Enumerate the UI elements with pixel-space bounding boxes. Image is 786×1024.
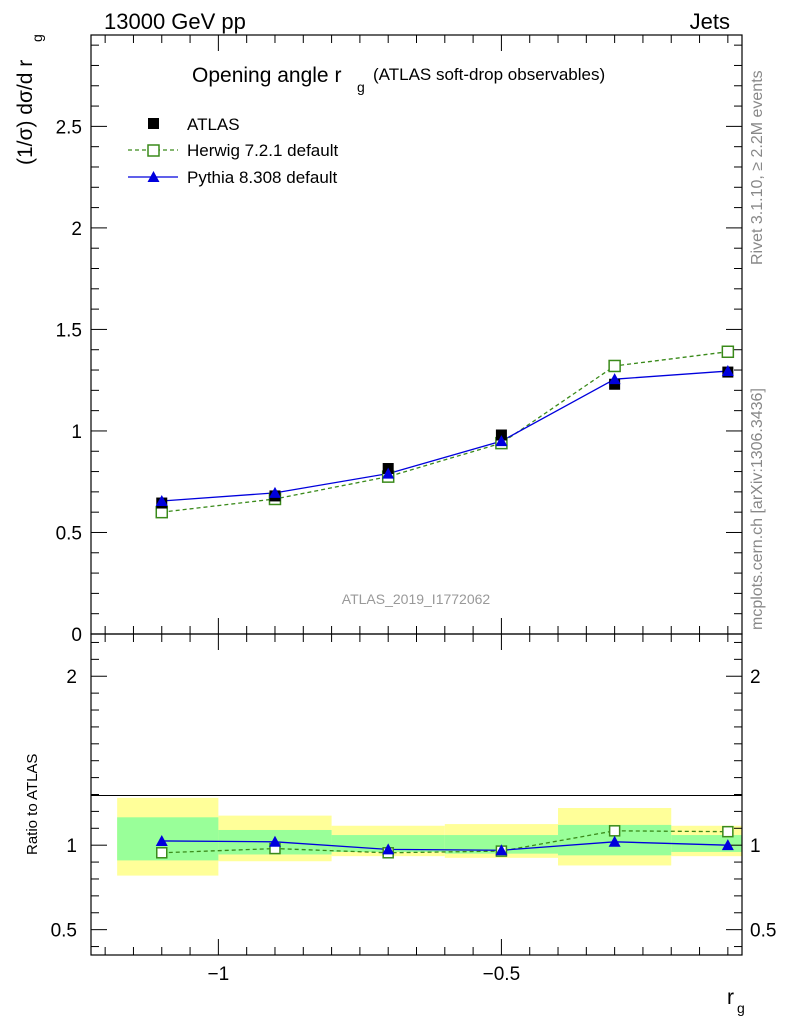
chart-title-subscript: g [357,79,365,95]
atlas-data-point [495,429,507,441]
pythia-data-point [495,435,508,447]
legend-marker-pythia [147,171,160,182]
analysis-label: ATLAS_2019_I1772062 [342,591,491,607]
ratio-pythia-point [721,839,734,851]
herwig-data-point [721,345,735,359]
ratio-inner-band [117,817,219,861]
main-y-tick-label: 2 [71,219,82,240]
ratio-pythia-point [382,843,395,855]
legend-label-herwig: Herwig 7.2.1 default [187,141,338,160]
main-axis-ticks: 0 0.5 1 1.5 2 2.5 [56,35,742,646]
ratio-pythia-point [155,834,168,846]
pythia-data-point [155,495,168,507]
x-tick-label: −1 [208,964,230,985]
chart-title-suffix: (ATLAS soft-drop observables) [373,65,605,84]
herwig-data-point [608,359,621,373]
main-line-2 [161,370,728,502]
ratio-line-0 [161,830,728,854]
ratio-y-tick-label-right: 0.5 [750,921,776,942]
main-y-tick-label: 1 [71,422,82,443]
legend: ATLAS Herwig 7.2.1 default Pythia 8.308 … [128,115,338,187]
ratio-pythia-point [608,835,621,847]
ratio-plot-frame [90,633,743,956]
mcplots-label: mcplots.cern.ch [arXiv:1306.3436] [749,388,766,630]
x-tick-label: −0.5 [483,964,521,985]
ratio-pythia-point [268,835,281,847]
main-y-axis-label-subscript: g [29,34,45,42]
ratio-y-tick-label: 0.5 [51,921,77,942]
rivet-label: Rivet 3.1.10, ≥ 2.2M events [749,70,766,265]
process-label: Jets [690,9,730,34]
ratio-y-axis-label: Ratio to ATLAS [24,754,41,855]
ratio-y-tick-label: 1 [66,836,77,857]
ratio-y-tick-label-right: 2 [750,667,761,688]
legend-marker-atlas [148,118,159,129]
ratio-herwig-point [608,825,621,837]
ratio-herwig-point [722,825,734,838]
main-y-tick-label: 2.5 [56,117,82,138]
x-axis-label-subscript: g [737,1000,745,1016]
legend-marker-herwig [147,144,160,157]
ratio-pythia-point [495,844,508,856]
ratio-series-lines [161,830,728,854]
main-series-lines [161,351,728,513]
chart-title: Opening angle r [192,64,341,87]
ratio-line-1 [161,840,728,851]
ratio-y-tick-label-right: 1 [750,836,761,857]
pythia-data-point [608,373,621,385]
ratio-axis-ticks: 0.5 0.5 1 1 2 2 −1 −0.5 [51,634,776,985]
main-y-tick-label: 0 [71,625,82,646]
energy-label: 13000 GeV pp [104,9,246,34]
main-line-1 [161,351,728,513]
atlas-data-point [609,378,621,390]
legend-label-pythia: Pythia 8.308 default [187,168,338,187]
x-axis-label: r [727,986,734,1009]
main-series-markers [155,345,735,519]
main-y-tick-label: 1.5 [56,320,82,341]
ratio-herwig-point [156,847,168,859]
legend-label-atlas: ATLAS [187,115,240,134]
main-y-tick-label: 0.5 [56,523,82,544]
pythia-data-point [721,365,734,377]
ratio-uncertainty-bands [117,797,742,876]
ratio-y-tick-label: 2 [66,667,77,688]
pythia-data-point [382,467,395,479]
ratio-series-markers [155,825,734,859]
pythia-data-point [268,486,281,498]
main-y-axis-label: (1/σ) dσ/d r [14,60,37,165]
